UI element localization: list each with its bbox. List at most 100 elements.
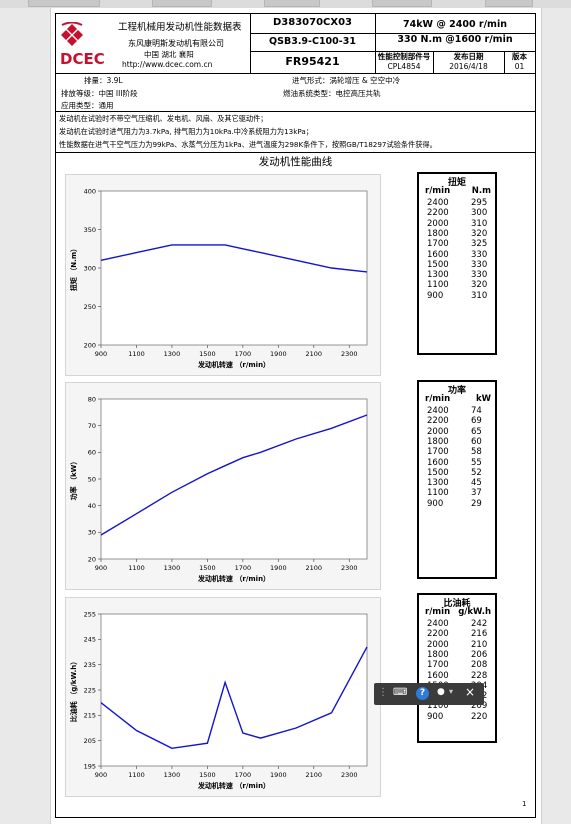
power-chart: 900 1100 1300 1500 1700 1900 2100 2300 20 30 40 50 6… bbox=[65, 382, 381, 590]
y-tick-label: 200 bbox=[84, 341, 96, 349]
table-cell-value: 209 bbox=[471, 701, 488, 712]
x-tick-label: 900 bbox=[95, 564, 107, 572]
table-cell-rpm: 2000 bbox=[427, 426, 449, 437]
y-tick-label: 195 bbox=[84, 762, 96, 770]
microphone-icon[interactable]: ● bbox=[437, 687, 445, 697]
ime-floating-toolbar[interactable]: ⋮ ⌨ ? ● ▾ × bbox=[374, 683, 484, 705]
table-cell-rpm: 900 bbox=[427, 498, 444, 509]
table-cell-rpm: 1300 bbox=[427, 478, 449, 489]
x-tick-label: 2300 bbox=[341, 350, 358, 358]
plot-area bbox=[100, 190, 368, 346]
table-cell-value: 300 bbox=[471, 208, 488, 219]
table-cell-value: 330 bbox=[471, 249, 488, 260]
viewer-tab[interactable] bbox=[485, 0, 533, 7]
table-cell-rpm: 2200 bbox=[427, 629, 449, 640]
viewer-tab[interactable] bbox=[152, 0, 212, 7]
table-cell-rpm: 1100 bbox=[427, 701, 449, 712]
table-cell-value: 58 bbox=[471, 447, 482, 458]
x-axis-label: 发动机转速 （r/min） bbox=[197, 360, 270, 369]
table-cell-rpm: 1600 bbox=[427, 249, 449, 260]
table-cell-value: 310 bbox=[471, 218, 488, 229]
table-cell-rpm: 2000 bbox=[427, 639, 449, 650]
table-cell-rpm: 900 bbox=[427, 711, 444, 722]
y-tick-label: 60 bbox=[88, 449, 96, 457]
table-cell-rpm: 1700 bbox=[427, 239, 449, 250]
table-cell-value: 320 bbox=[471, 280, 488, 291]
engine-model: QSB3.9-C100-31 bbox=[269, 36, 356, 47]
table-col-header: r/min bbox=[425, 186, 451, 196]
table-cell-rpm: 2400 bbox=[427, 619, 449, 629]
y-axis-label: 功率 （kW） bbox=[69, 458, 78, 501]
viewer-tab[interactable] bbox=[264, 0, 320, 7]
table-cell-value: 320 bbox=[471, 228, 488, 239]
drag-handle-icon[interactable]: ⋮ bbox=[378, 687, 388, 698]
y-axis-label: 扭矩 （N.m） bbox=[69, 245, 78, 291]
spec-fuel-system: 燃油系统类型：电控高压共轨 bbox=[283, 89, 381, 98]
close-icon[interactable]: × bbox=[465, 685, 476, 699]
table-cell-rpm: 900 bbox=[427, 290, 444, 301]
x-tick-label: 1900 bbox=[270, 771, 287, 779]
table-col-header: r/min bbox=[425, 394, 451, 404]
bsfc-chart: 900 1100 1300 1500 1700 1900 2100 2300 195 205 215… bbox=[65, 597, 381, 797]
y-tick-label: 250 bbox=[84, 303, 96, 311]
spec-intake: 进气形式：涡轮增压 & 空空中冷 bbox=[292, 76, 401, 85]
table-cell-value: 330 bbox=[471, 270, 488, 281]
chevron-down-icon[interactable]: ▾ bbox=[449, 687, 454, 696]
company-location: 中国 湖北 襄阳 bbox=[144, 50, 194, 59]
x-tick-label: 2100 bbox=[306, 350, 323, 358]
table-title: 比油耗 bbox=[443, 599, 471, 609]
table-cell-value: 206 bbox=[471, 649, 488, 660]
y-axis-label: 比油耗 （g/kW.h） bbox=[69, 658, 78, 722]
table-cell-rpm: 1800 bbox=[427, 436, 449, 447]
table-cell-rpm: 1800 bbox=[427, 649, 449, 660]
table-col-header: N.m bbox=[471, 186, 491, 196]
table-cell-rpm: 1100 bbox=[427, 488, 449, 499]
table-cell-rpm: 2200 bbox=[427, 416, 449, 427]
power-rating: 74kW @ 2400 r/min bbox=[403, 19, 507, 30]
x-tick-label: 1700 bbox=[235, 564, 252, 572]
y-tick-label: 205 bbox=[84, 737, 96, 745]
x-tick-label: 900 bbox=[95, 350, 107, 358]
table-col-header: g/kW.h bbox=[458, 607, 491, 617]
table-cell-rpm: 1800 bbox=[427, 228, 449, 239]
viewer-tab[interactable] bbox=[372, 0, 432, 7]
spec-emission: 排放等级：中国 III阶段 bbox=[61, 89, 138, 98]
y-tick-label: 300 bbox=[84, 264, 96, 272]
table-cell-value: 295 bbox=[471, 198, 488, 208]
y-tick-label: 225 bbox=[84, 686, 96, 694]
plot-area bbox=[100, 613, 368, 767]
x-tick-label: 1500 bbox=[199, 771, 216, 779]
dcec-logo-icon: DCEC bbox=[60, 22, 105, 68]
y-tick-label: 255 bbox=[84, 610, 96, 618]
x-tick-label: 2100 bbox=[306, 771, 323, 779]
document-page: DCEC 工程机械用发动机性能数据表 东风康明斯发动机有限公司 中国 湖北 襄阳… bbox=[50, 8, 542, 824]
table-cell-rpm: 1700 bbox=[427, 447, 449, 458]
x-axis-label: 发动机转速 （r/min） bbox=[197, 781, 270, 790]
y-tick-label: 235 bbox=[84, 661, 96, 669]
y-tick-label: 50 bbox=[88, 475, 96, 483]
company-website[interactable]: http://www.dcec.com.cn bbox=[122, 60, 213, 69]
table-cell-value: 310 bbox=[471, 290, 488, 301]
viewer-tab[interactable] bbox=[28, 0, 100, 7]
table-cell-rpm: 1100 bbox=[427, 280, 449, 291]
table-cell-rpm: 1300 bbox=[427, 270, 449, 281]
table-cell-value: 55 bbox=[471, 457, 482, 468]
x-tick-label: 1300 bbox=[164, 771, 181, 779]
table-cell-rpm: 2000 bbox=[427, 218, 449, 229]
table-col-header: r/min bbox=[425, 607, 451, 617]
cpl-value: CPL4854 bbox=[387, 62, 421, 71]
power-table: 功率 r/min kW 2400 74 2200 69 2000 65 1800 60 1700 58 1… bbox=[417, 380, 497, 579]
x-axis-label: 发动机转速 （r/min） bbox=[197, 574, 270, 583]
table-cell-value: 216 bbox=[471, 629, 488, 640]
y-tick-label: 400 bbox=[84, 187, 96, 195]
x-tick-label: 1500 bbox=[199, 350, 216, 358]
keyboard-icon[interactable]: ⌨ bbox=[393, 687, 408, 698]
series-line bbox=[100, 244, 368, 273]
table-cell-value: 60 bbox=[471, 436, 482, 447]
sheet-title: 工程机械用发动机性能数据表 bbox=[118, 22, 242, 33]
doc-number: D383070CX03 bbox=[272, 17, 352, 28]
help-icon[interactable]: ? bbox=[416, 687, 429, 700]
table-cell-value: 29 bbox=[471, 498, 482, 509]
date-value: 2016/4/18 bbox=[449, 62, 488, 71]
table-cell-rpm: 1700 bbox=[427, 660, 449, 671]
